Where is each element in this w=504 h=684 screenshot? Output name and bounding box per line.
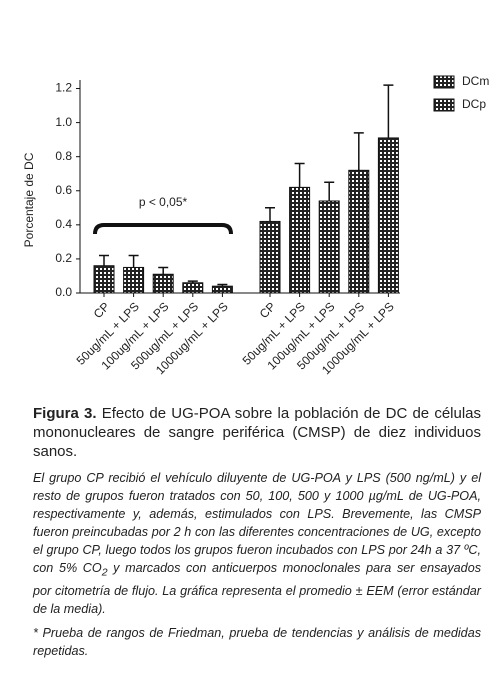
- legend-swatch: [433, 75, 455, 89]
- annotation: p < 0,05*: [139, 195, 188, 209]
- bar: [93, 265, 115, 294]
- legend-label: DCm: [462, 74, 489, 88]
- y-tick-label: 0.2: [55, 251, 72, 265]
- error-bar: [128, 254, 139, 268]
- note-text: El grupo CP recibió el vehículo diluyent…: [33, 471, 481, 575]
- caption-title: Figura 3. Efecto de UG-POA sobre la pobl…: [33, 404, 481, 461]
- bar: [211, 285, 233, 294]
- error-bar: [353, 132, 364, 171]
- y-tick-label: 0.0: [55, 285, 72, 299]
- bar: [259, 220, 281, 294]
- error-bar: [99, 254, 109, 266]
- bar: [123, 266, 145, 294]
- error-bar: [158, 266, 169, 275]
- note-text: y marcados con anticuerpos monoclonales …: [33, 561, 481, 616]
- error-bar: [294, 162, 305, 188]
- caption-label: Figura 3.: [33, 405, 97, 422]
- y-tick-label: 0.6: [55, 183, 72, 197]
- y-tick-label: 1.0: [55, 115, 72, 129]
- bar: [318, 200, 340, 294]
- bar: [348, 169, 370, 294]
- y-tick-label: 0.8: [55, 149, 72, 163]
- bar: [152, 273, 174, 294]
- error-bar: [217, 283, 228, 287]
- error-bar: [324, 181, 335, 201]
- legend-label: DCp: [462, 97, 486, 111]
- caption: Figura 3. Efecto de UG-POA sobre la pobl…: [33, 404, 481, 666]
- legend-swatch: [433, 98, 455, 112]
- x-tick-label: CP: [257, 299, 279, 321]
- note-sub: 2: [101, 566, 108, 579]
- caption-footnote: * Prueba de rangos de Friedman, prueba d…: [33, 625, 481, 658]
- x-tick-label: CP: [91, 299, 113, 321]
- chart: Porcentaje de DC p < 0,05* 0.0 0.2 0.4 0.6 0…: [22, 74, 489, 377]
- error-bar: [265, 207, 275, 222]
- y-tick-label: 1.2: [55, 81, 72, 95]
- y-tick-label: 0.4: [55, 217, 72, 231]
- bar: [289, 186, 311, 294]
- bracket: [93, 223, 233, 235]
- caption-text: Efecto de UG-POA sobre la población de D…: [33, 405, 482, 460]
- y-axis-label: Porcentaje de DC: [22, 152, 36, 247]
- bar: [182, 282, 204, 294]
- error-bar: [187, 280, 198, 283]
- error-bar: [383, 84, 394, 138]
- caption-note: El grupo CP recibió el vehículo diluyent…: [33, 469, 481, 618]
- bar: [377, 137, 399, 294]
